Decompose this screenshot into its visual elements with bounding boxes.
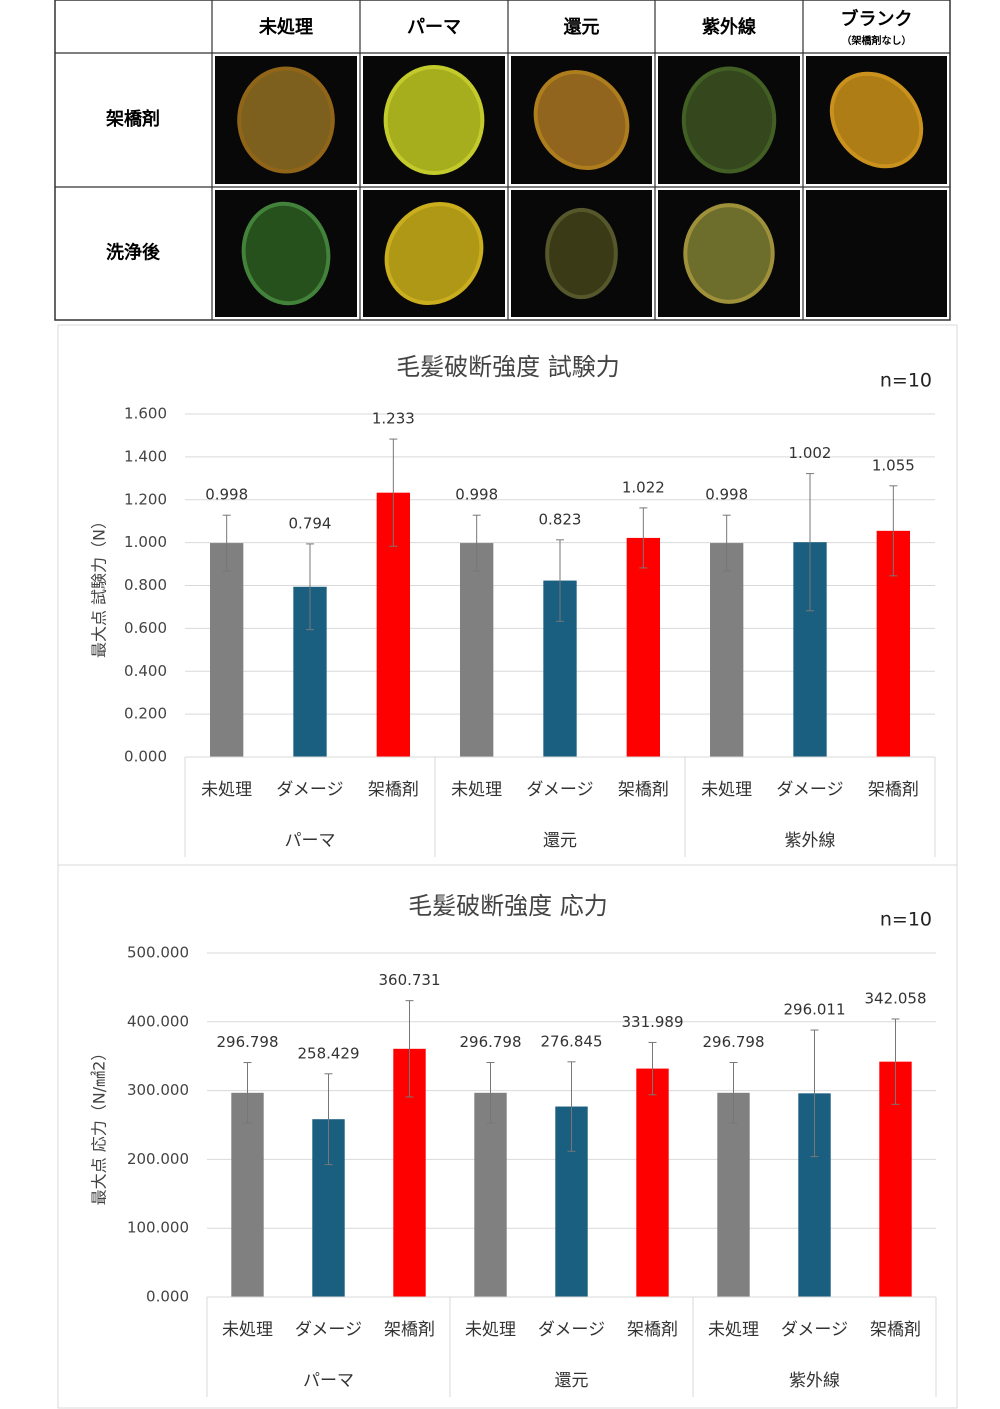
column-header: パーマ bbox=[407, 17, 461, 38]
x-tick-label: ダメージ bbox=[295, 1320, 362, 1340]
y-tick-label: 0.800 bbox=[124, 576, 167, 594]
bar bbox=[231, 1092, 264, 1297]
chart-title: 毛髪破断強度 応力 bbox=[408, 892, 608, 920]
micrograph bbox=[806, 190, 947, 317]
value-label: 296.798 bbox=[459, 1033, 521, 1051]
y-tick-label: 1.200 bbox=[124, 490, 167, 508]
value-label: 0.794 bbox=[289, 514, 332, 532]
x-tick-label: 架橋剤 bbox=[627, 1320, 678, 1340]
hair-section bbox=[241, 201, 331, 306]
x-tick-label: ダメージ bbox=[276, 780, 343, 800]
bar bbox=[474, 1092, 507, 1297]
x-tick-label: 未処理 bbox=[222, 1320, 273, 1340]
column-header: 還元 bbox=[564, 17, 600, 38]
y-axis-label: 最大点 試験力（N） bbox=[90, 513, 109, 658]
annotation: n=10 bbox=[880, 909, 932, 931]
chart-title: 毛髪破断強度 試験力 bbox=[396, 353, 620, 381]
value-label: 331.989 bbox=[621, 1013, 683, 1031]
y-tick-label: 400.000 bbox=[127, 1012, 189, 1030]
group-label: パーマ bbox=[285, 831, 336, 851]
y-tick-label: 0.200 bbox=[124, 705, 167, 723]
hair-section bbox=[383, 64, 485, 176]
hair-section bbox=[384, 201, 484, 306]
y-tick-label: 1.400 bbox=[124, 447, 167, 465]
bar bbox=[460, 543, 494, 757]
value-label: 0.823 bbox=[539, 510, 582, 528]
value-label: 1.233 bbox=[372, 410, 415, 428]
value-label: 296.011 bbox=[783, 1001, 845, 1019]
column-header: 紫外線 bbox=[702, 16, 756, 38]
y-tick-label: 500.000 bbox=[127, 944, 189, 962]
value-label: 258.429 bbox=[297, 1044, 359, 1062]
x-tick-label: 架橋剤 bbox=[618, 780, 669, 800]
x-tick-label: 架橋剤 bbox=[870, 1320, 921, 1340]
group-label: 還元 bbox=[543, 831, 577, 851]
y-tick-label: 100.000 bbox=[127, 1219, 189, 1237]
value-label: 1.055 bbox=[872, 456, 915, 474]
group-label: 紫外線 bbox=[785, 831, 836, 851]
hair-section bbox=[829, 71, 924, 169]
y-tick-label: 1.600 bbox=[124, 405, 167, 423]
bar bbox=[636, 1068, 669, 1297]
value-label: 342.058 bbox=[864, 990, 926, 1008]
group-label: 紫外線 bbox=[789, 1371, 840, 1391]
y-tick-label: 300.000 bbox=[127, 1081, 189, 1099]
y-tick-label: 0.600 bbox=[124, 619, 167, 637]
hair-section bbox=[681, 66, 777, 174]
column-note: （架橋剤なし） bbox=[842, 34, 912, 47]
value-label: 0.998 bbox=[205, 486, 248, 504]
x-tick-label: 未処理 bbox=[701, 780, 752, 800]
column-header: 未処理 bbox=[259, 16, 313, 38]
y-tick-label: 0.400 bbox=[124, 662, 167, 680]
bar bbox=[710, 543, 744, 757]
column-header: ブランク bbox=[841, 8, 913, 30]
x-tick-label: 未処理 bbox=[451, 780, 502, 800]
bar bbox=[210, 543, 244, 757]
group-label: 還元 bbox=[555, 1371, 589, 1391]
row-header: 架橋剤 bbox=[106, 108, 160, 130]
bar bbox=[626, 537, 660, 757]
row-header: 洗浄後 bbox=[106, 242, 161, 264]
x-tick-label: 未処理 bbox=[201, 780, 252, 800]
y-tick-label: 0.000 bbox=[124, 748, 167, 766]
y-axis-label: 最大点 応力（N/㎟2） bbox=[90, 1045, 109, 1206]
group-label: パーマ bbox=[303, 1371, 354, 1391]
value-label: 0.998 bbox=[705, 486, 748, 504]
x-tick-label: 架橋剤 bbox=[868, 780, 919, 800]
annotation: n=10 bbox=[880, 370, 932, 392]
y-tick-label: 1.000 bbox=[124, 533, 167, 551]
x-tick-label: ダメージ bbox=[538, 1320, 605, 1340]
x-tick-label: ダメージ bbox=[781, 1320, 848, 1340]
hair-section bbox=[545, 207, 618, 300]
y-tick-label: 0.000 bbox=[146, 1288, 189, 1306]
x-tick-label: 架橋剤 bbox=[368, 780, 419, 800]
x-tick-label: 未処理 bbox=[708, 1320, 759, 1340]
value-label: 360.731 bbox=[378, 971, 440, 989]
x-tick-label: ダメージ bbox=[776, 780, 843, 800]
hair-section bbox=[683, 203, 775, 304]
value-label: 1.002 bbox=[789, 444, 832, 462]
hair-section bbox=[533, 70, 630, 170]
bar bbox=[717, 1092, 750, 1297]
value-label: 0.998 bbox=[455, 486, 498, 504]
value-label: 296.798 bbox=[702, 1033, 764, 1051]
x-tick-label: 架橋剤 bbox=[384, 1320, 435, 1340]
value-label: 276.845 bbox=[540, 1032, 602, 1050]
value-label: 1.022 bbox=[622, 478, 665, 496]
hair-section bbox=[237, 66, 335, 174]
x-tick-label: 未処理 bbox=[465, 1320, 516, 1340]
y-tick-label: 200.000 bbox=[127, 1150, 189, 1168]
value-label: 296.798 bbox=[216, 1033, 278, 1051]
x-tick-label: ダメージ bbox=[526, 780, 593, 800]
